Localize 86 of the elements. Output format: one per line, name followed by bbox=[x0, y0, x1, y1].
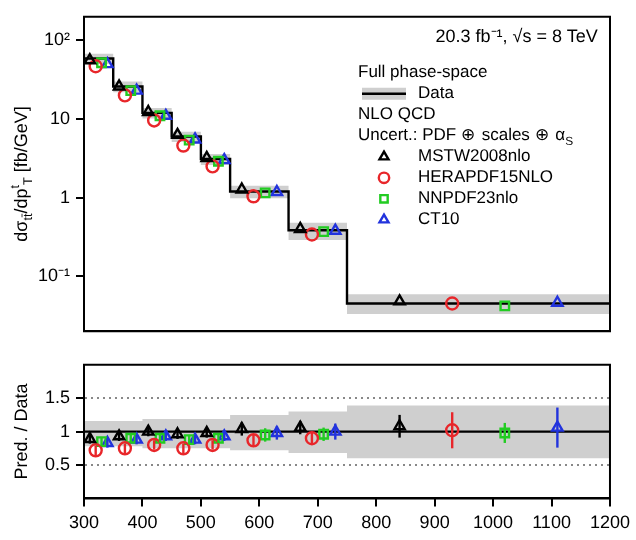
point bbox=[183, 434, 195, 446]
point bbox=[130, 83, 143, 95]
point bbox=[393, 294, 406, 306]
point bbox=[112, 79, 126, 91]
x-tick-label: 800 bbox=[361, 512, 392, 533]
point bbox=[176, 138, 191, 153]
y-tick-label: 10 bbox=[49, 108, 70, 129]
point bbox=[200, 425, 214, 438]
point bbox=[100, 435, 114, 448]
x-tick-label: 600 bbox=[244, 512, 275, 533]
point bbox=[200, 150, 214, 163]
point bbox=[293, 420, 307, 432]
y-tick-label: 1 bbox=[59, 420, 70, 441]
point bbox=[159, 108, 173, 121]
point bbox=[445, 296, 460, 311]
point bbox=[499, 300, 511, 312]
point bbox=[318, 226, 330, 238]
point bbox=[246, 189, 261, 204]
y-tick-label: 10² bbox=[43, 29, 70, 50]
point bbox=[125, 432, 137, 444]
point bbox=[141, 424, 155, 436]
x-tick-label: 1200 bbox=[589, 512, 631, 533]
y-tick-label: 1.5 bbox=[44, 387, 70, 408]
point bbox=[96, 57, 107, 69]
point bbox=[235, 182, 249, 194]
legend-label: CT10 bbox=[418, 208, 461, 229]
y-tick-label: 10⁻¹ bbox=[37, 265, 70, 286]
y-axis-title: Pred. / Data bbox=[10, 383, 31, 480]
point bbox=[117, 441, 133, 456]
point bbox=[293, 221, 307, 234]
point bbox=[270, 425, 284, 438]
legend-label: Data bbox=[418, 82, 455, 103]
y-tick-label: 1 bbox=[59, 186, 70, 207]
point bbox=[235, 421, 249, 434]
point bbox=[112, 429, 126, 441]
point bbox=[246, 433, 261, 448]
x-tick-label: 1100 bbox=[532, 512, 571, 533]
point bbox=[183, 134, 195, 146]
point bbox=[171, 127, 184, 140]
x-tick-label: 400 bbox=[127, 512, 158, 533]
point bbox=[499, 427, 511, 439]
point bbox=[270, 184, 284, 197]
point bbox=[205, 437, 220, 453]
point bbox=[318, 428, 330, 440]
point bbox=[205, 159, 220, 174]
point bbox=[217, 429, 231, 441]
point bbox=[100, 56, 114, 69]
point bbox=[176, 441, 191, 456]
x-tick-label: 1000 bbox=[473, 512, 514, 533]
point bbox=[550, 420, 564, 432]
point bbox=[328, 223, 342, 235]
point bbox=[88, 59, 103, 74]
point bbox=[159, 429, 173, 441]
point bbox=[259, 187, 271, 199]
point bbox=[212, 155, 224, 167]
point bbox=[146, 437, 162, 453]
legend-label: NNPDF23nlo bbox=[418, 187, 519, 208]
point bbox=[188, 432, 202, 444]
annotation: NLO QCD bbox=[358, 103, 436, 124]
legend-title: Full phase-space bbox=[358, 61, 488, 82]
point bbox=[84, 431, 97, 444]
point bbox=[444, 423, 460, 438]
annotation: 20.3 fb⁻¹, √s = 8 TeV bbox=[435, 25, 598, 46]
point bbox=[125, 85, 137, 97]
x-tick-label: 700 bbox=[302, 512, 333, 533]
point bbox=[141, 104, 155, 117]
x-tick-label: 300 bbox=[68, 512, 100, 533]
point bbox=[328, 424, 342, 436]
x-tick-label: 900 bbox=[419, 512, 450, 533]
point bbox=[146, 113, 162, 128]
point bbox=[212, 432, 224, 444]
point bbox=[188, 132, 202, 144]
point bbox=[304, 227, 320, 242]
point bbox=[96, 436, 107, 448]
y-tick-label: 0.5 bbox=[44, 453, 70, 474]
legend-label: MSTW2008nlo bbox=[418, 145, 531, 166]
point bbox=[217, 152, 231, 165]
point bbox=[551, 295, 564, 307]
point bbox=[393, 419, 406, 431]
point bbox=[154, 110, 166, 122]
point bbox=[130, 432, 143, 444]
legend-label: HERAPDF15NLO bbox=[418, 166, 554, 187]
x-tick-label: 500 bbox=[185, 512, 216, 533]
point bbox=[117, 88, 133, 103]
point bbox=[88, 443, 103, 458]
point bbox=[304, 431, 320, 446]
